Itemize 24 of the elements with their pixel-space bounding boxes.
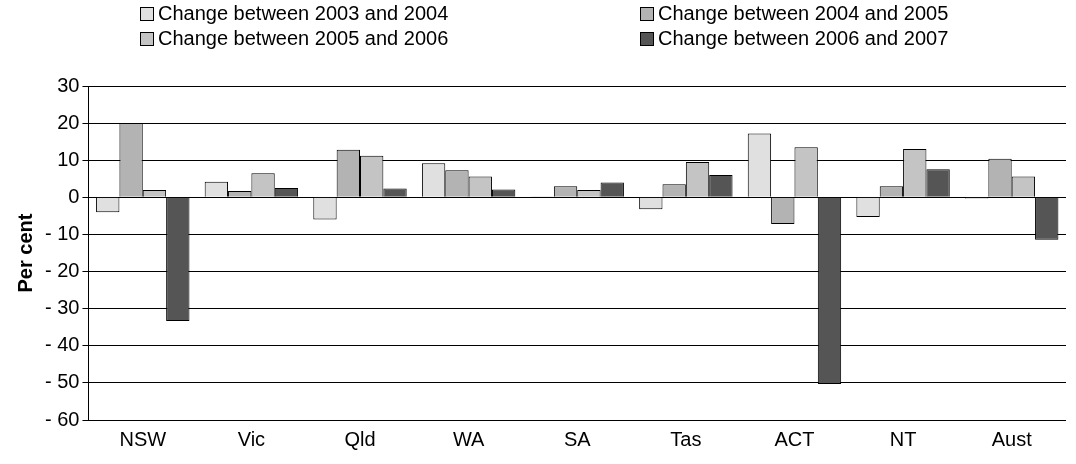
legend-label: Change between 2003 and 2004 xyxy=(158,2,449,25)
y-tick-label: - 60 xyxy=(44,407,80,430)
x-tick-label: NT xyxy=(889,427,917,450)
y-tick-label: - 40 xyxy=(44,333,80,356)
y-tick-label: - 10 xyxy=(44,221,80,244)
y-tick-label: - 30 xyxy=(44,296,80,319)
y-tick-label: 0 xyxy=(68,184,80,207)
y-tick-label: - 50 xyxy=(44,370,80,393)
y-tick-label: 10 xyxy=(57,147,80,170)
y-tick-label: 30 xyxy=(57,73,80,96)
y-tick-label: - 20 xyxy=(44,259,80,282)
legend-label: Change between 2005 and 2006 xyxy=(158,27,449,50)
x-tick-label: Aust xyxy=(991,427,1033,450)
legend-label: Change between 2004 and 2005 xyxy=(658,2,949,25)
x-tick-label: ACT xyxy=(774,427,815,450)
y-axis-title: Per cent xyxy=(13,213,36,293)
x-tick-label: Tas xyxy=(670,427,702,450)
x-tick-label: WA xyxy=(452,427,486,450)
x-tick-label: NSW xyxy=(119,427,167,450)
y-tick-label: 20 xyxy=(57,110,80,133)
x-tick-label: SA xyxy=(563,427,592,450)
x-tick-label: Vic xyxy=(237,427,266,450)
x-tick-label: Qld xyxy=(344,427,376,450)
legend-label: Change between 2006 and 2007 xyxy=(658,27,949,50)
